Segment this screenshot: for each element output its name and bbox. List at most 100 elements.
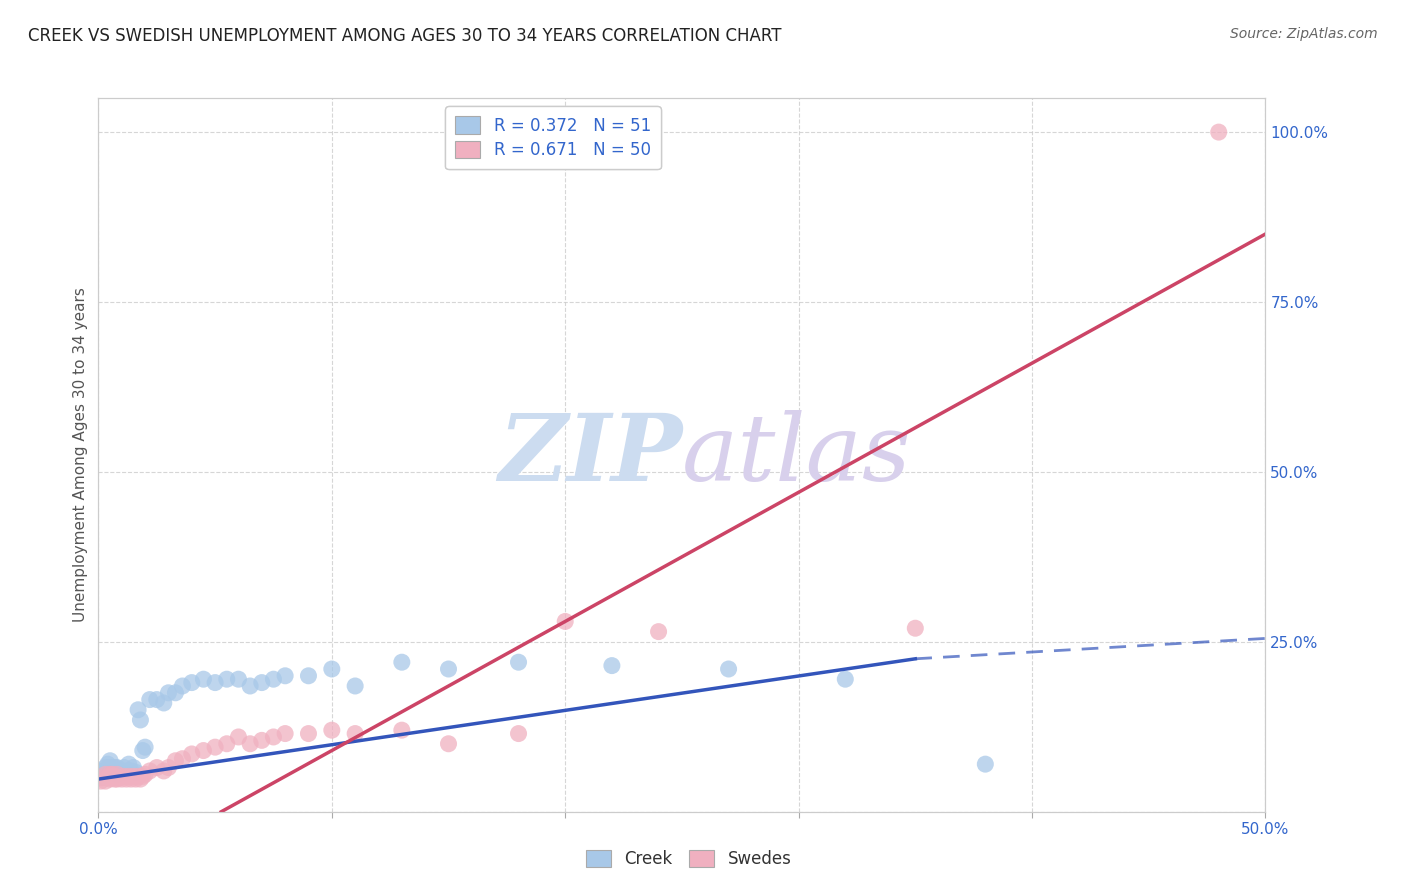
Point bbox=[94, 774, 117, 789]
Point bbox=[101, 764, 124, 778]
Point bbox=[344, 726, 367, 740]
Point bbox=[139, 764, 162, 778]
Point bbox=[146, 692, 169, 706]
Text: atlas: atlas bbox=[682, 410, 911, 500]
Point bbox=[262, 730, 284, 744]
Legend: R = 0.372   N = 51, R = 0.671   N = 50: R = 0.372 N = 51, R = 0.671 N = 50 bbox=[446, 106, 661, 169]
Point bbox=[115, 764, 138, 778]
Point bbox=[90, 774, 112, 789]
Point bbox=[228, 730, 250, 744]
Point bbox=[834, 672, 856, 686]
Point bbox=[120, 764, 142, 778]
Point bbox=[297, 669, 319, 683]
Point bbox=[105, 767, 128, 781]
Point bbox=[101, 765, 124, 780]
Point bbox=[90, 771, 112, 785]
Point bbox=[239, 679, 262, 693]
Point bbox=[118, 769, 141, 783]
Point bbox=[134, 767, 156, 781]
Point bbox=[180, 747, 202, 761]
Point bbox=[250, 733, 273, 747]
Text: Source: ZipAtlas.com: Source: ZipAtlas.com bbox=[1230, 27, 1378, 41]
Point bbox=[118, 757, 141, 772]
Point bbox=[180, 675, 202, 690]
Point bbox=[97, 757, 120, 772]
Point bbox=[101, 767, 124, 781]
Legend: Creek, Swedes: Creek, Swedes bbox=[579, 843, 799, 875]
Point bbox=[146, 760, 169, 774]
Point bbox=[193, 672, 215, 686]
Point bbox=[391, 655, 413, 669]
Point bbox=[127, 769, 149, 783]
Point bbox=[112, 760, 135, 774]
Point bbox=[172, 752, 194, 766]
Point bbox=[204, 740, 226, 755]
Point bbox=[974, 757, 997, 772]
Point bbox=[125, 765, 148, 780]
Point bbox=[94, 767, 117, 781]
Point bbox=[321, 662, 343, 676]
Point bbox=[165, 754, 187, 768]
Point bbox=[105, 772, 128, 786]
Text: CREEK VS SWEDISH UNEMPLOYMENT AMONG AGES 30 TO 34 YEARS CORRELATION CHART: CREEK VS SWEDISH UNEMPLOYMENT AMONG AGES… bbox=[28, 27, 782, 45]
Point bbox=[437, 737, 460, 751]
Point bbox=[1208, 125, 1230, 139]
Point bbox=[508, 655, 530, 669]
Point bbox=[262, 672, 284, 686]
Point bbox=[215, 737, 238, 751]
Point bbox=[193, 743, 215, 757]
Point bbox=[152, 764, 174, 778]
Point bbox=[98, 760, 121, 774]
Point bbox=[98, 754, 121, 768]
Point bbox=[98, 772, 121, 786]
Point bbox=[122, 760, 145, 774]
Point bbox=[108, 764, 131, 778]
Point bbox=[152, 696, 174, 710]
Point bbox=[600, 658, 623, 673]
Point bbox=[139, 692, 162, 706]
Point bbox=[101, 771, 124, 785]
Point bbox=[97, 771, 120, 785]
Point bbox=[111, 772, 134, 786]
Point bbox=[172, 679, 194, 693]
Point bbox=[165, 686, 187, 700]
Point bbox=[111, 765, 134, 780]
Point bbox=[157, 760, 180, 774]
Point bbox=[104, 769, 127, 783]
Point bbox=[129, 713, 152, 727]
Point bbox=[104, 760, 127, 774]
Point bbox=[437, 662, 460, 676]
Point bbox=[228, 672, 250, 686]
Point bbox=[134, 740, 156, 755]
Point bbox=[321, 723, 343, 738]
Point bbox=[904, 621, 927, 635]
Point bbox=[391, 723, 413, 738]
Point bbox=[97, 764, 120, 778]
Point bbox=[94, 767, 117, 781]
Point bbox=[91, 764, 114, 778]
Point bbox=[132, 743, 155, 757]
Point bbox=[104, 772, 127, 786]
Point bbox=[94, 760, 117, 774]
Y-axis label: Unemployment Among Ages 30 to 34 years: Unemployment Among Ages 30 to 34 years bbox=[73, 287, 89, 623]
Point bbox=[215, 672, 238, 686]
Point bbox=[108, 771, 131, 785]
Point bbox=[717, 662, 740, 676]
Point bbox=[104, 764, 127, 778]
Text: ZIP: ZIP bbox=[498, 410, 682, 500]
Point bbox=[250, 675, 273, 690]
Point bbox=[157, 686, 180, 700]
Point bbox=[554, 615, 576, 629]
Point bbox=[647, 624, 669, 639]
Point bbox=[125, 772, 148, 786]
Point bbox=[105, 767, 128, 781]
Point bbox=[112, 769, 135, 783]
Point bbox=[122, 769, 145, 783]
Point bbox=[204, 675, 226, 690]
Point bbox=[120, 772, 142, 786]
Point bbox=[105, 760, 128, 774]
Point bbox=[274, 726, 297, 740]
Point bbox=[239, 737, 262, 751]
Point bbox=[297, 726, 319, 740]
Point bbox=[132, 769, 155, 783]
